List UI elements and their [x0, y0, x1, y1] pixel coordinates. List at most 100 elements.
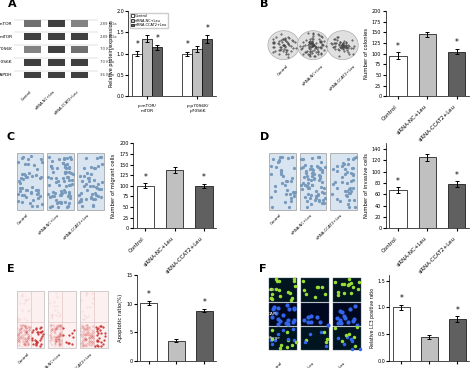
Bar: [202, 39, 212, 96]
Text: F: F: [259, 263, 267, 274]
Text: Control: Control: [270, 361, 283, 368]
Text: *: *: [400, 294, 403, 303]
Circle shape: [327, 31, 358, 60]
Bar: [137, 186, 154, 229]
Bar: [393, 307, 410, 361]
Circle shape: [297, 31, 329, 60]
Text: D: D: [260, 131, 269, 142]
Bar: [389, 190, 407, 229]
Bar: [421, 337, 438, 361]
Circle shape: [268, 31, 299, 60]
Bar: [140, 302, 157, 361]
Bar: [269, 327, 297, 350]
Text: Control: Control: [18, 352, 30, 365]
Bar: [195, 186, 213, 229]
Text: E: E: [7, 263, 14, 274]
Text: siRNA-NC+Leu: siRNA-NC+Leu: [292, 361, 315, 368]
Bar: [269, 302, 297, 326]
Bar: [48, 33, 64, 40]
Bar: [389, 56, 407, 96]
Bar: [24, 59, 41, 66]
Text: *: *: [206, 24, 210, 33]
Text: *: *: [143, 173, 147, 181]
Bar: [168, 341, 185, 361]
Text: mTOR: mTOR: [0, 35, 12, 39]
Bar: [77, 153, 104, 210]
Bar: [419, 35, 436, 96]
Text: *: *: [396, 42, 400, 51]
Text: Control: Control: [20, 89, 33, 102]
Text: *: *: [185, 40, 190, 49]
Text: siRNA-NC+Leu: siRNA-NC+Leu: [290, 213, 313, 236]
Text: siRNA-CCAT2+Leu: siRNA-CCAT2+Leu: [316, 213, 344, 241]
Text: p70S6K: p70S6K: [0, 60, 12, 64]
Bar: [301, 278, 329, 302]
Text: *: *: [155, 33, 159, 43]
Text: siRNA-CCAT2+Leu: siRNA-CCAT2+Leu: [63, 213, 91, 241]
Bar: [166, 170, 183, 229]
Bar: [72, 59, 88, 66]
Bar: [48, 20, 64, 27]
Bar: [17, 291, 45, 348]
Y-axis label: Number of invasive cells: Number of invasive cells: [364, 153, 369, 218]
Text: *: *: [202, 298, 206, 308]
Bar: [72, 72, 88, 78]
Bar: [448, 52, 465, 96]
Y-axis label: Relative LC3 positive ratio: Relative LC3 positive ratio: [370, 288, 374, 348]
Y-axis label: Number of colonies: Number of colonies: [364, 28, 369, 79]
Text: 289 KDa: 289 KDa: [100, 22, 117, 26]
Bar: [301, 302, 329, 326]
Bar: [301, 327, 329, 350]
Bar: [48, 59, 64, 66]
Text: B: B: [260, 0, 268, 9]
Bar: [269, 153, 296, 210]
Bar: [47, 153, 73, 210]
Bar: [17, 153, 43, 210]
Text: *: *: [202, 173, 206, 182]
Text: C: C: [7, 131, 15, 142]
Bar: [333, 278, 361, 302]
Bar: [192, 49, 202, 96]
Text: siRNA-CCAT2+Leu: siRNA-CCAT2+Leu: [54, 89, 80, 116]
Text: *: *: [146, 290, 150, 299]
Text: 289 KDa: 289 KDa: [100, 35, 117, 39]
Text: 70 KDa: 70 KDa: [100, 47, 114, 52]
Text: 70 KDa: 70 KDa: [100, 60, 114, 64]
Legend: Control, siRNA-NC+Leu, siRNA-CCAT2+Leu: Control, siRNA-NC+Leu, siRNA-CCAT2+Leu: [130, 13, 168, 28]
Text: siRNA-NC+Leu: siRNA-NC+Leu: [39, 352, 62, 368]
Text: Merge: Merge: [268, 336, 281, 340]
Bar: [48, 72, 64, 78]
Text: Control: Control: [277, 64, 290, 77]
Bar: [449, 319, 465, 361]
Text: *: *: [456, 306, 459, 315]
Bar: [72, 20, 88, 27]
Bar: [24, 20, 41, 27]
Bar: [330, 153, 357, 210]
Y-axis label: Apoptotic ratio(%): Apoptotic ratio(%): [118, 294, 123, 342]
Bar: [132, 54, 142, 96]
Y-axis label: Number of migrant cells: Number of migrant cells: [111, 154, 117, 218]
Text: LC3: LC3: [268, 288, 276, 292]
Text: p-p70S6K: p-p70S6K: [0, 47, 12, 52]
Bar: [333, 302, 361, 326]
Text: siRNA-CCAT2+Leu: siRNA-CCAT2+Leu: [319, 361, 346, 368]
Text: A: A: [8, 0, 16, 9]
Bar: [333, 327, 361, 350]
Text: p-mTOR: p-mTOR: [0, 22, 12, 26]
Bar: [72, 33, 88, 40]
Bar: [48, 46, 64, 53]
Text: siRNA-NC+Leu: siRNA-NC+Leu: [301, 64, 325, 87]
Text: *: *: [455, 38, 459, 47]
Text: DAPI: DAPI: [268, 312, 277, 316]
Text: *: *: [396, 177, 400, 186]
Bar: [153, 47, 163, 96]
Text: *: *: [455, 171, 459, 180]
Text: siRNA-NC+Leu: siRNA-NC+Leu: [35, 89, 56, 111]
Text: Control: Control: [17, 213, 30, 226]
Bar: [48, 291, 76, 348]
Text: siRNA-CCAT2+Leu: siRNA-CCAT2+Leu: [66, 352, 94, 368]
Bar: [24, 33, 41, 40]
Bar: [196, 311, 213, 361]
Text: GAPDH: GAPDH: [0, 73, 12, 77]
Bar: [142, 39, 153, 96]
